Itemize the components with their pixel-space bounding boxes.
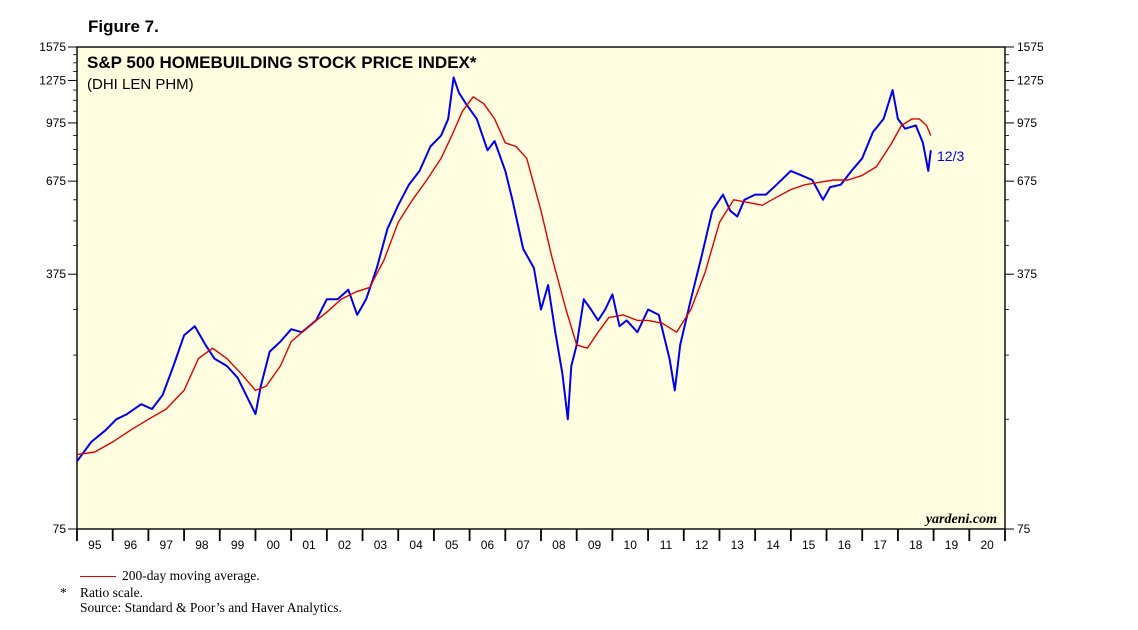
note-ratio-scale: * Ratio scale.	[60, 585, 342, 600]
y-tick-label: 1575	[39, 40, 66, 54]
x-tick-label: 96	[124, 538, 138, 552]
y-tick-label: 675	[1017, 174, 1037, 188]
y-tick-label: 375	[1017, 267, 1037, 281]
x-tick-label: 05	[445, 538, 459, 552]
legend-swatch-ma	[80, 576, 116, 577]
y-tick-label: 1275	[1017, 73, 1044, 87]
series-line-moving-average	[77, 96, 932, 456]
chart-title: S&P 500 HOMEBUILDING STOCK PRICE INDEX*	[87, 53, 477, 72]
y-tick-label: 975	[46, 116, 66, 130]
x-tick-label: 95	[88, 538, 102, 552]
note-ratio-text: Ratio scale.	[80, 585, 143, 600]
x-tick-label: 99	[231, 538, 245, 552]
source-text: Source: Standard & Poor’s and Haver Anal…	[80, 600, 342, 615]
figure-label: Figure 7.	[88, 17, 159, 36]
y-tick-label: 1275	[39, 73, 66, 87]
series-layer	[77, 76, 932, 462]
y-tick-label: 75	[53, 522, 67, 536]
x-tick-label: 09	[588, 538, 602, 552]
x-tick-label: 18	[909, 538, 923, 552]
x-tick-label: 07	[516, 538, 530, 552]
x-tick-label: 19	[945, 538, 959, 552]
legend-moving-average: 200-day moving average.	[60, 568, 342, 585]
y-tick-label: 375	[46, 267, 66, 281]
y-tick-label: 675	[46, 174, 66, 188]
x-tick-label: 20	[980, 538, 994, 552]
note-source: Source: Standard & Poor’s and Haver Anal…	[60, 600, 342, 615]
x-tick-label: 14	[766, 538, 780, 552]
x-tick-label: 17	[873, 538, 887, 552]
x-tick-label: 01	[302, 538, 316, 552]
x-tick-label: 97	[160, 538, 174, 552]
x-tick-label: 04	[409, 538, 423, 552]
legend-label-ma: 200-day moving average.	[122, 568, 260, 583]
x-tick-label: 16	[838, 538, 852, 552]
x-tick-label: 08	[552, 538, 566, 552]
x-tick-label: 00	[267, 538, 281, 552]
left-axis: 75 375 675 975 1275 1575	[39, 40, 77, 536]
x-tick-label: 98	[195, 538, 209, 552]
x-tick-label: 06	[481, 538, 495, 552]
y-tick-label: 975	[1017, 116, 1037, 130]
x-tick-label: 12	[695, 538, 709, 552]
y-tick-label: 1575	[1017, 40, 1044, 54]
footnotes: 200-day moving average. * Ratio scale. S…	[60, 568, 342, 615]
series-line-index	[77, 76, 932, 462]
x-tick-label: 13	[731, 538, 745, 552]
x-tick-label: 10	[624, 538, 638, 552]
y-tick-label: 75	[1017, 522, 1031, 536]
x-tick-label: 02	[338, 538, 352, 552]
right-axis: 75 375 675 975 1275 1575	[1005, 40, 1044, 536]
x-tick-label: 03	[374, 538, 388, 552]
x-axis: 95 96 97 98 99 00 01 02 03 04 05 06 07 08 09 10 11 12 13 14…	[76, 529, 1006, 552]
chart-subtitle: (DHI LEN PHM)	[87, 76, 194, 93]
watermark: yardeni.com	[924, 512, 997, 527]
plot-area	[76, 46, 1006, 530]
x-tick-label: 15	[802, 538, 816, 552]
x-tick-label: 11	[660, 538, 673, 552]
note-star: *	[60, 585, 67, 600]
end-date-label: 12/3	[937, 148, 964, 164]
